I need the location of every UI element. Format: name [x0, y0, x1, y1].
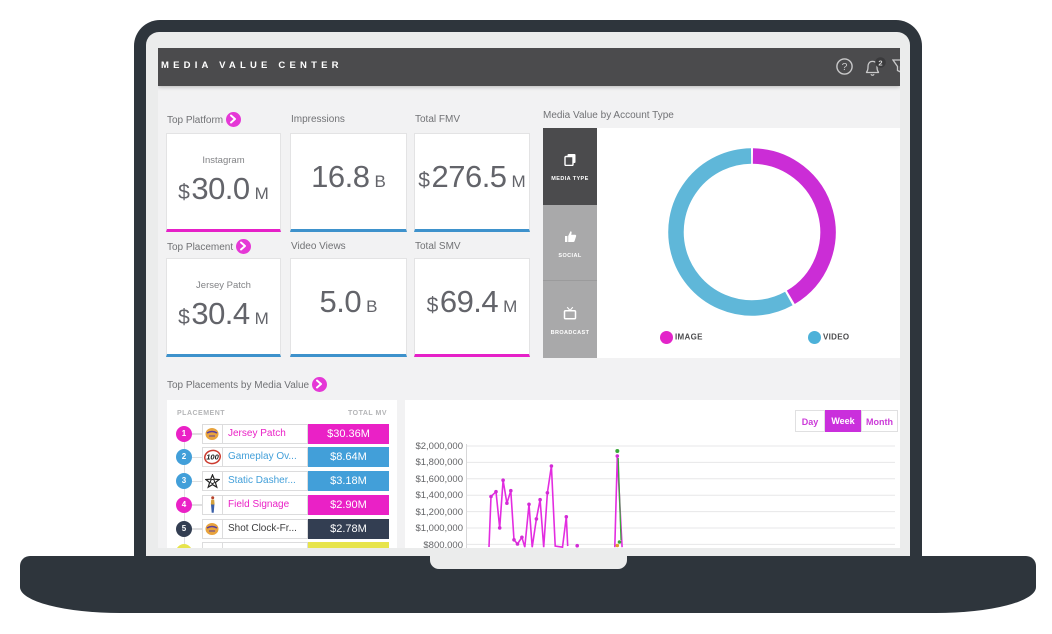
svg-text:2: 2	[878, 58, 882, 67]
svg-text:?: ?	[842, 61, 848, 73]
svg-text:100: 100	[206, 453, 219, 462]
